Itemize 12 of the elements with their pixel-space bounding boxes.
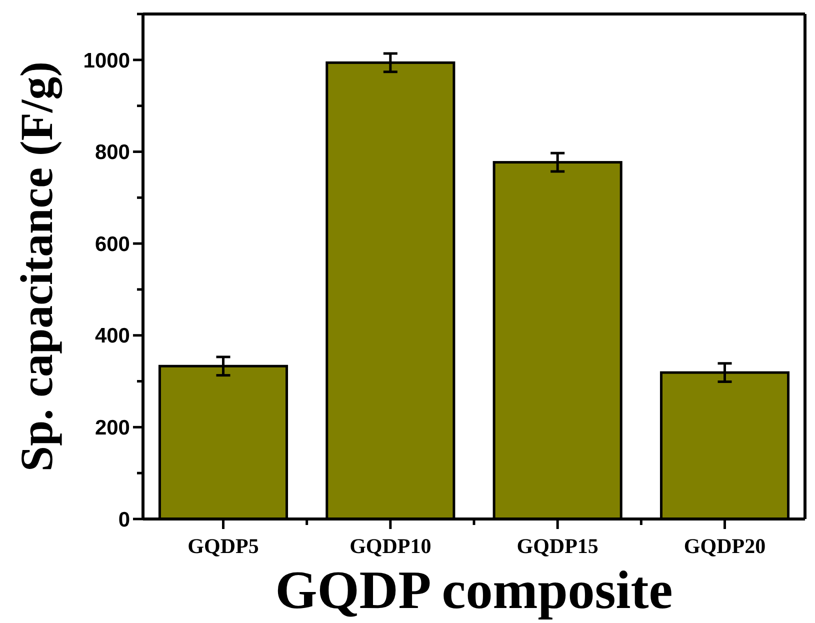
y-tick-label: 600: [94, 232, 130, 256]
x-tick-label: GQDP10: [350, 534, 432, 558]
y-axis-title: Sp. capacitance (F/g): [11, 61, 63, 472]
x-tick-label: GQDP20: [684, 534, 766, 558]
y-tick-label: 200: [94, 416, 130, 440]
x-tick-label: GQDP15: [516, 534, 598, 558]
y-tick-label: 1000: [83, 49, 130, 72]
x-axis-title: GQDP composite: [275, 560, 673, 620]
y-tick-label: 0: [118, 508, 130, 532]
x-tick-label: GQDP5: [188, 534, 259, 558]
y-tick-label: 400: [94, 324, 130, 348]
y-tick-label: 800: [94, 141, 130, 164]
